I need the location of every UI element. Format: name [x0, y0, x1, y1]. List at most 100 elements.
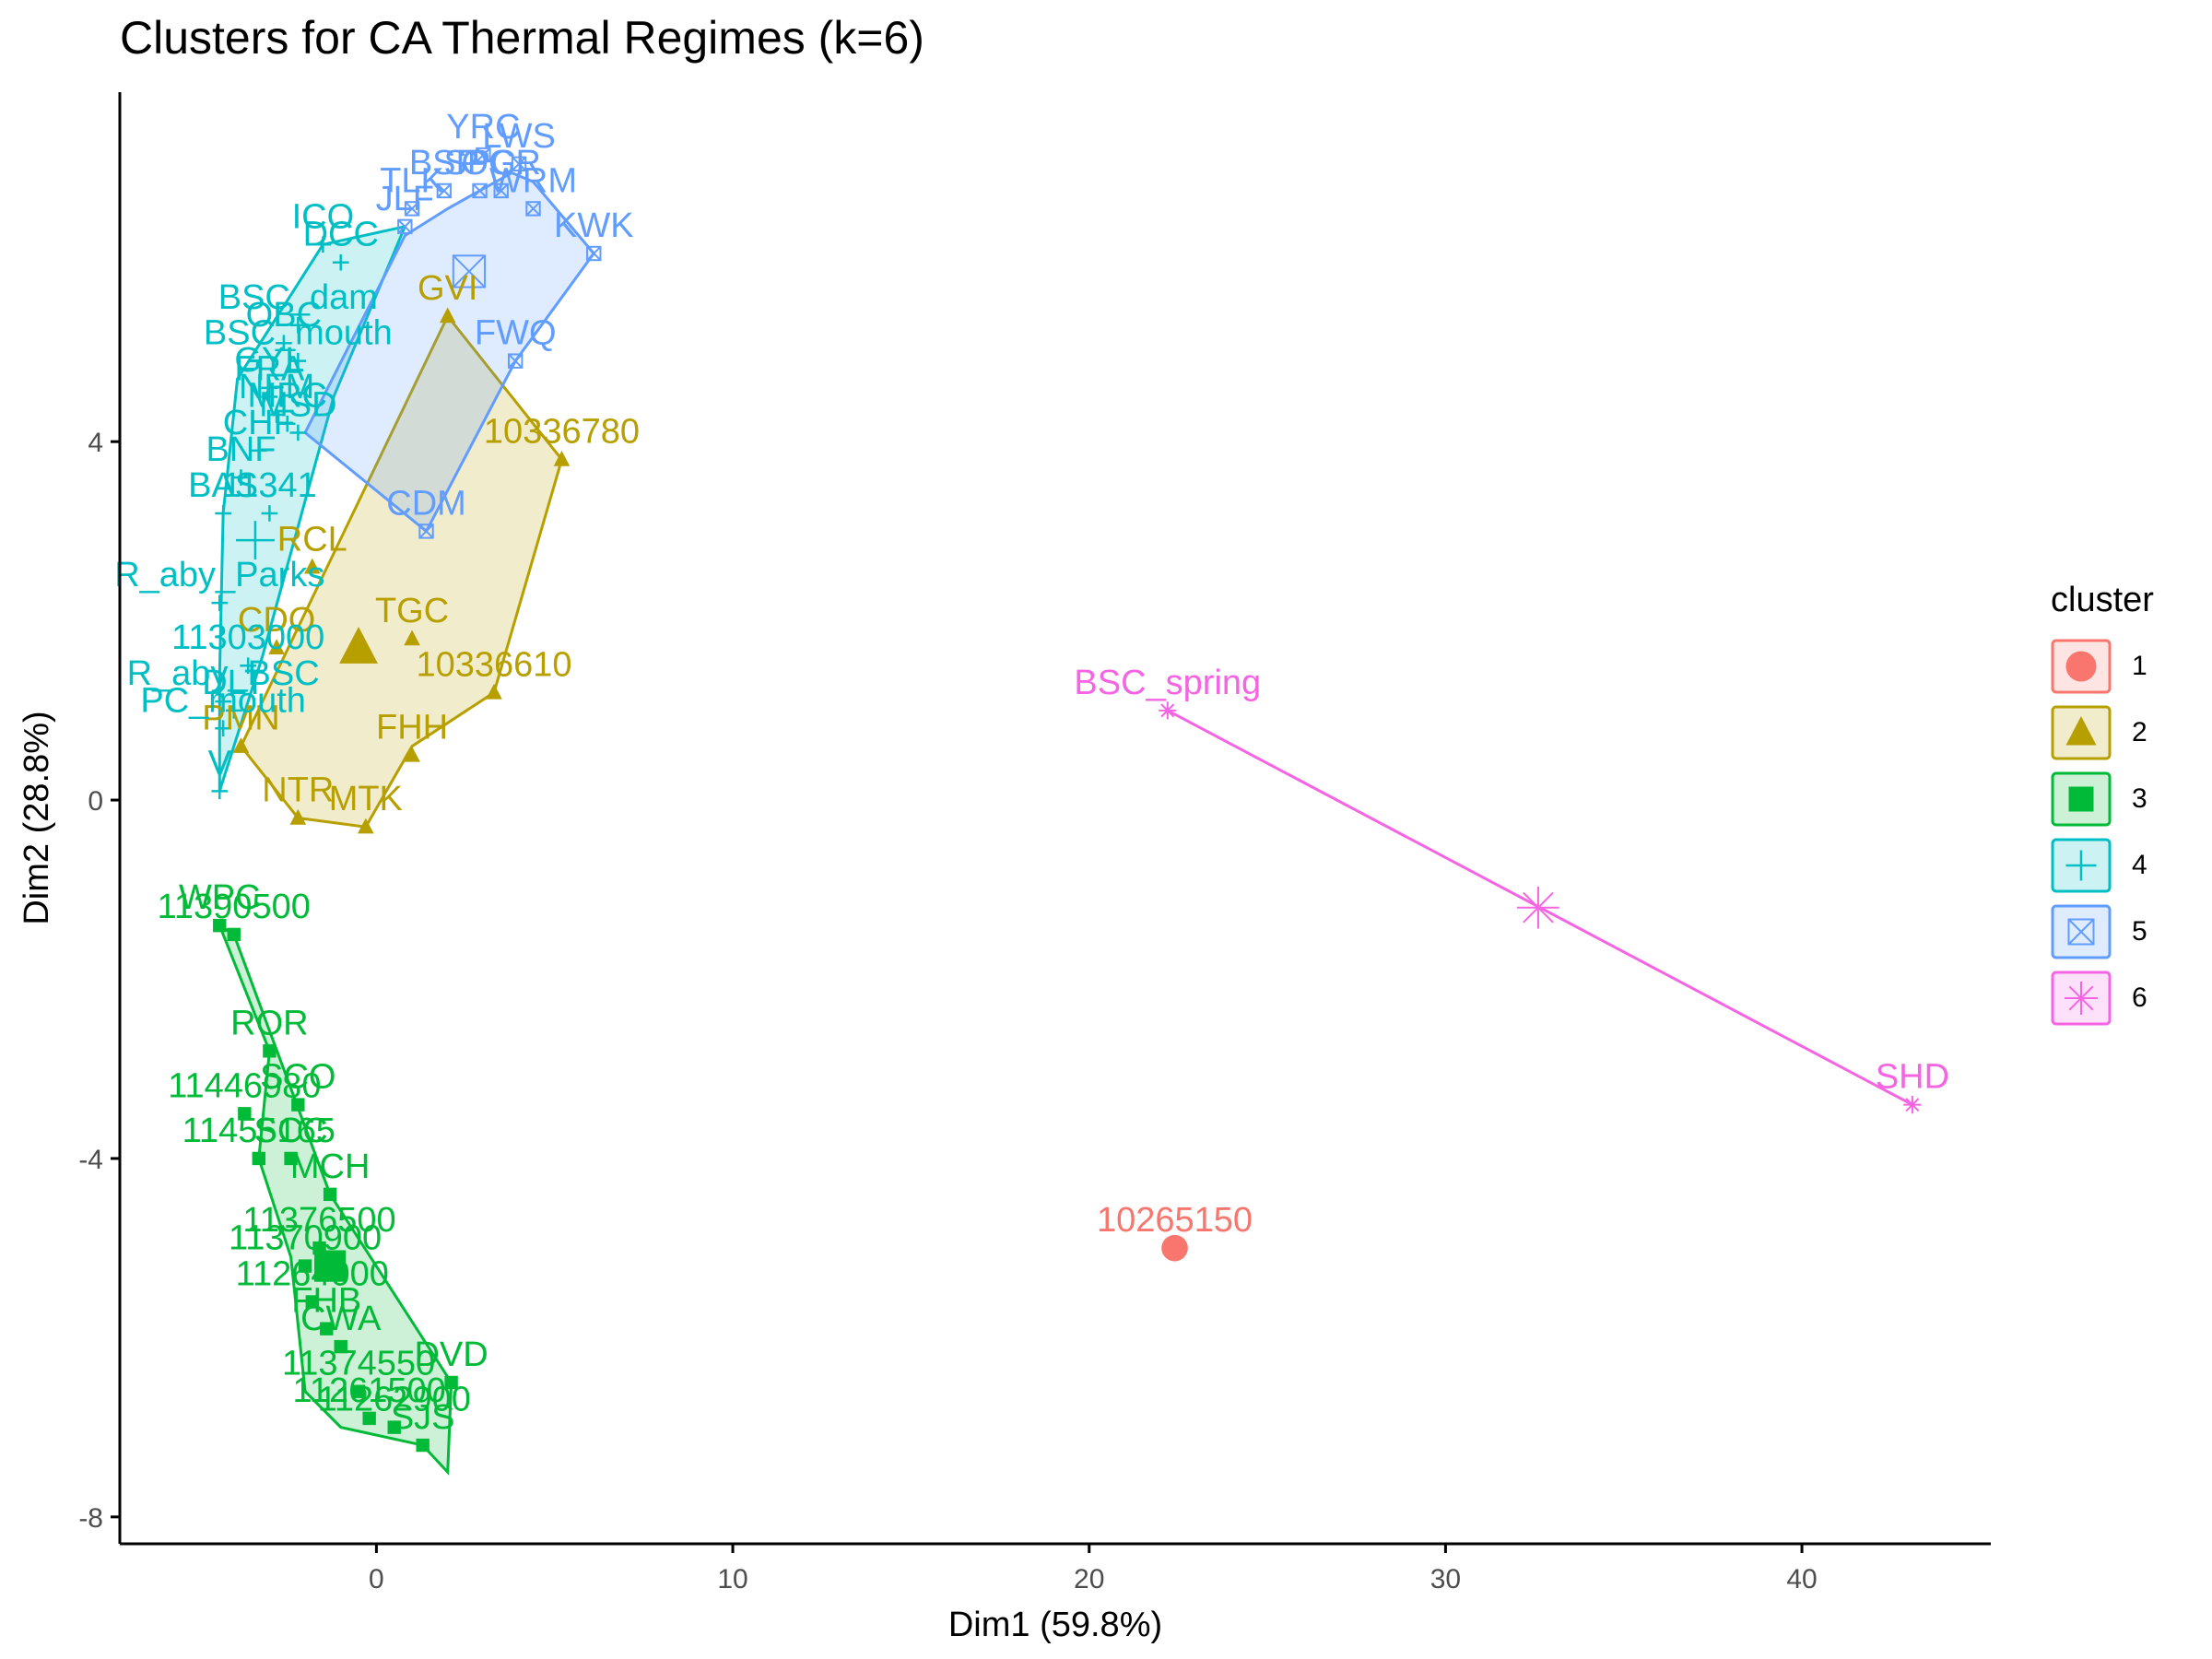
point-label: BSC_spring [1074, 664, 1261, 702]
data-point [314, 236, 332, 253]
y-tick-label: -4 [78, 1145, 103, 1175]
data-point [323, 1187, 337, 1202]
data-point [312, 1241, 326, 1255]
data-point [320, 1322, 334, 1335]
point-label: GVI [418, 269, 477, 308]
legend-item-5: 5 [2051, 899, 2154, 965]
point-label: 11261500 [293, 1371, 446, 1410]
data-point [278, 415, 296, 432]
legend: cluster 1 2 3 4 5 6 [2051, 581, 2154, 1031]
chart-title: Clusters for CA Thermal Regimes (k=6) [120, 12, 924, 64]
data-point [276, 335, 292, 352]
hull-cluster-3 [217, 922, 453, 1476]
data-point [268, 639, 285, 654]
point-label: BSC_mouth [204, 314, 393, 353]
hull-cluster-5 [303, 171, 596, 534]
point-label: R_aby_BSC [127, 654, 320, 693]
x-axis-title: Dim1 (59.8%) [948, 1606, 1162, 1644]
point-label: SCO [260, 1058, 335, 1097]
point-label: SPC [443, 144, 515, 182]
point-label: 11390500 [158, 888, 311, 926]
point-label: BAS [188, 466, 258, 505]
point-label: ROR [230, 1004, 308, 1042]
point-label: PC_mouth [140, 681, 306, 720]
legend-label: 2 [2132, 717, 2147, 747]
point-label: ICO [292, 197, 355, 236]
cluster-centers [236, 254, 1559, 1282]
point-label: RCL [277, 520, 347, 559]
point-label: FHB [291, 1282, 361, 1321]
point-label: V [208, 744, 232, 782]
data-point [304, 558, 321, 574]
data-point [351, 1384, 366, 1398]
legend-item-3: 3 [2051, 766, 2154, 832]
axes: 0 10 20 30 40 -8 -4 0 4 Dim1 (59.8%) Dim2 (28.8… [18, 92, 1991, 1644]
point-label: NFM [239, 368, 314, 406]
point-label: BNF [206, 430, 276, 469]
data-point [291, 1098, 305, 1112]
data-point [525, 201, 541, 217]
point-label: KWK [554, 206, 634, 245]
point-label: MRC [247, 377, 327, 416]
legend-item-2: 2 [2051, 700, 2154, 766]
data-point [511, 156, 527, 171]
point-label: 11376500 [242, 1201, 395, 1240]
point-label: 11341 [222, 466, 317, 505]
data-point [334, 1339, 347, 1354]
x-tick-label: 40 [1786, 1564, 1817, 1594]
point-label: 11446980 [168, 1066, 321, 1105]
point-label: MSD [259, 385, 336, 424]
data-point [358, 818, 374, 834]
data-point [387, 1420, 401, 1434]
point-label: 10265150 [1097, 1201, 1253, 1240]
point-label: FRA [234, 350, 305, 389]
data-point [215, 720, 231, 737]
point-label: SJS [391, 1398, 455, 1437]
point-label: 11303000 [171, 618, 324, 657]
data-point [486, 683, 502, 700]
data-point [215, 505, 231, 522]
y-tick-label: -8 [78, 1503, 103, 1534]
data-point [1159, 701, 1177, 720]
data-point [289, 316, 307, 334]
x-tick-label: 20 [1074, 1564, 1104, 1594]
data-point [251, 442, 267, 459]
point-label: 11370900 [229, 1219, 382, 1258]
point-label: CWA [300, 1300, 382, 1338]
data-point [211, 782, 229, 800]
point-label: OBC [246, 296, 322, 335]
x-tick-label: 0 [369, 1564, 384, 1594]
data-point [1903, 1096, 1922, 1114]
point-label: BSP [409, 144, 479, 182]
legend-items: 1 2 3 4 5 6 [2051, 633, 2154, 1031]
center-cluster-4 [236, 521, 275, 560]
data-point [240, 657, 256, 675]
point-label: CDM [386, 484, 466, 523]
center-cluster-5 [452, 254, 487, 288]
legend-marker [2065, 850, 2097, 881]
data-points [211, 147, 1922, 1453]
legend-label: 4 [2132, 850, 2147, 880]
data-point [289, 352, 307, 370]
legend-key [2051, 838, 2112, 893]
data-point [261, 505, 278, 522]
data-point [238, 1107, 252, 1121]
point-label: GYL [234, 341, 304, 380]
scatter-plot: 10265150GVI10336780RCLTGC10336610FHHNTRM… [18, 92, 1991, 1644]
legend-label: 1 [2132, 651, 2147, 681]
data-point [439, 307, 456, 324]
legend-marker [2065, 651, 2097, 682]
point-labels: 10265150GVI10336780RCLTGC10336610FHHNTRM… [114, 108, 1949, 1437]
data-point [263, 1044, 276, 1058]
data-point [211, 594, 229, 611]
point-label: MTK [329, 780, 403, 818]
x-tick-label: 30 [1430, 1564, 1461, 1594]
legend-key [2051, 705, 2112, 760]
data-point [268, 406, 285, 423]
legend-item-6: 6 [2051, 965, 2154, 1031]
legend-title: cluster [2051, 581, 2154, 619]
data-point [225, 702, 242, 719]
point-label: DVD [414, 1335, 488, 1374]
point-label: BSC_dam [218, 278, 378, 317]
point-label: FHH [376, 708, 448, 747]
